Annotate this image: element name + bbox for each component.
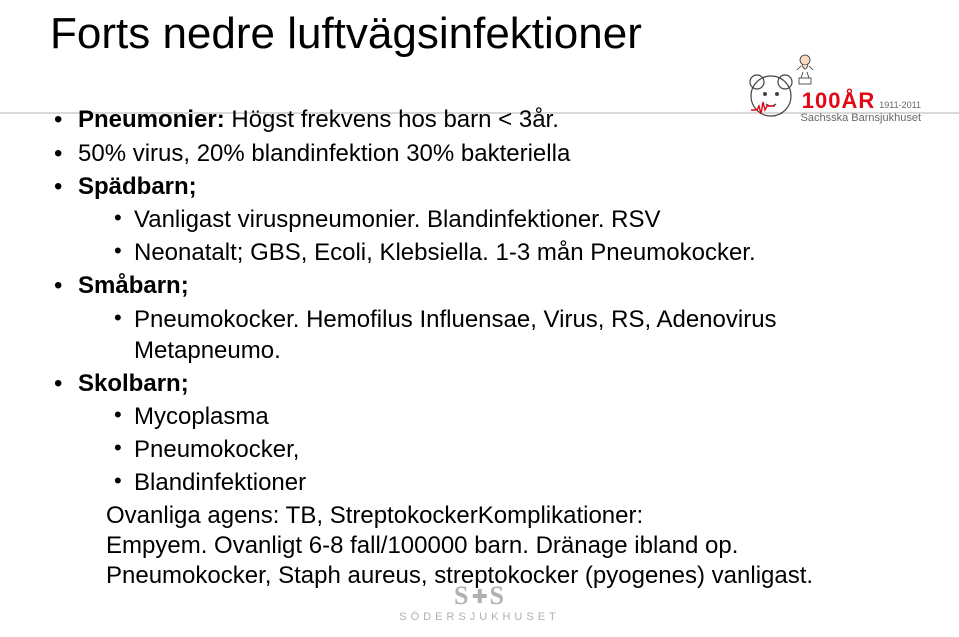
skolbarn-sublist: Mycoplasma Pneumokocker, Blandinfektione… [78,401,909,499]
bullet-list: Pneumonier: Högst frekvens hos barn < 3å… [50,104,909,498]
skolbarn-item-1: Mycoplasma [78,401,909,432]
bullet-skolbarn-label: Skolbarn; [78,370,189,397]
content-area: Pneumonier: Högst frekvens hos barn < 3å… [50,104,909,590]
spadbarn-item-2: Neonatalt; GBS, Ecoli, Klebsiella. 1-3 m… [78,237,909,268]
bullet-pneumonier-bold: Pneumonier: [78,106,225,133]
trailing-line-2: Empyem. Ovanligt 6-8 fall/100000 barn. D… [106,531,909,561]
bullet-smabarn: Småbarn; Pneumokocker. Hemofilus Influen… [50,270,909,366]
bullet-percentages: 50% virus, 20% blandinfektion 30% bakter… [50,138,909,169]
bullet-spadbarn-label: Spädbarn; [78,173,197,200]
footer-sos: SS [399,581,560,613]
trailing-block: Ovanliga agens: TB, StreptokockerKomplik… [50,501,909,591]
bullet-pneumonier-rest: Högst frekvens hos barn < 3år. [225,106,559,133]
skolbarn-item-2: Pneumokocker, [78,434,909,465]
footer-logo: SS SÖDERSJUKHUSET [399,581,560,623]
spadbarn-item-1: Vanligast viruspneumonier. Blandinfektio… [78,204,909,235]
smabarn-sublist: Pneumokocker. Hemofilus Influensae, Viru… [78,304,909,366]
spadbarn-sublist: Vanligast viruspneumonier. Blandinfektio… [78,204,909,268]
trailing-line-1: Ovanliga agens: TB, StreptokockerKomplik… [106,501,909,531]
bullet-smabarn-label: Småbarn; [78,272,189,299]
bullet-skolbarn: Skolbarn; Mycoplasma Pneumokocker, Bland… [50,368,909,499]
footer-hospital-name: SÖDERSJUKHUSET [399,611,560,623]
plus-icon [470,583,490,613]
skolbarn-item-3: Blandinfektioner [78,467,909,498]
bullet-spadbarn: Spädbarn; Vanligast viruspneumonier. Bla… [50,171,909,269]
slide: Forts nedre luftvägsinfektioner 100ÅR191… [0,0,959,637]
smabarn-item-1: Pneumokocker. Hemofilus Influensae, Viru… [78,304,909,366]
bullet-pneumonier: Pneumonier: Högst frekvens hos barn < 3å… [50,104,909,135]
